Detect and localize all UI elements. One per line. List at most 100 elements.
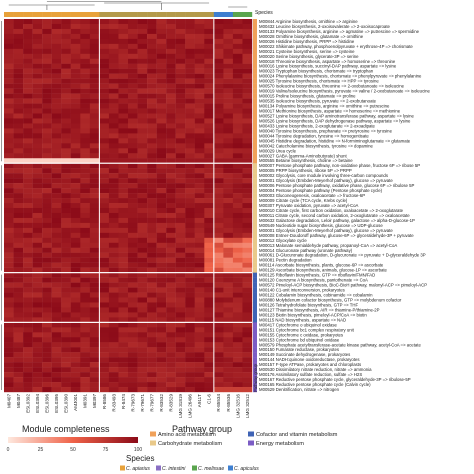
heatmap-cell [23,128,33,134]
heatmap-cell [61,83,71,89]
heatmap-cell [232,262,243,268]
heatmap-cell [137,352,148,358]
heatmap-cell [185,48,195,55]
heatmap-cell [213,227,224,234]
heatmap-cell [213,143,224,149]
heatmap-cell [147,267,157,273]
heatmap-cell [108,58,119,64]
heatmap-cell [32,73,43,79]
heatmap-cell [156,173,167,179]
heatmap-cell [4,98,14,104]
heatmap-cell [32,317,43,323]
heatmap-cell [147,352,157,358]
heatmap-cell [32,168,43,174]
heatmap-cell [108,292,119,298]
heatmap-cell [89,367,100,373]
heatmap-cell [70,212,81,219]
heatmap-cell [89,222,100,229]
heatmap-cell [70,38,81,45]
heatmap-cell [147,153,157,159]
heatmap-cell [185,38,195,45]
heatmap-cell [147,377,157,383]
heatmap-cell [42,118,52,124]
heatmap-cell [4,342,14,348]
heatmap-cell [204,178,215,184]
pathway-group-cell [253,227,257,234]
heatmap-cell [118,232,129,239]
row-label: M00017 Methionine biosynthesis, aspartat… [259,109,401,114]
heatmap-cell [32,163,43,169]
heatmap-cell [213,93,224,99]
heatmap-cell [61,68,71,74]
heatmap-cell [32,267,43,273]
heatmap-cell [118,58,129,64]
heatmap-cell [137,362,148,368]
heatmap-cell [232,272,243,278]
heatmap-cell [204,138,215,144]
heatmap-cell [23,357,33,363]
heatmap-cell [89,53,100,59]
heatmap-cell [185,113,195,119]
heatmap-cell [204,297,215,303]
heatmap-cell [204,307,215,313]
heatmap-cell [156,267,167,273]
heatmap-cell [204,58,215,64]
heatmap-cell [13,247,24,253]
heatmap-cell [185,23,195,30]
heatmap-cell [32,133,43,139]
heatmap-cell [194,257,205,263]
heatmap-cell [70,302,81,308]
heatmap-cell [242,352,253,358]
heatmap-cell [242,332,253,338]
heatmap-cell [23,23,33,30]
heatmap-cell [70,143,81,149]
heatmap-cell [185,207,195,214]
heatmap-cell [137,23,148,30]
heatmap-cell [4,277,14,283]
heatmap-cell [147,203,157,209]
heatmap-cell [223,357,234,363]
heatmap-cell [99,153,110,159]
heatmap-cell [166,93,176,99]
heatmap-cell [32,277,43,283]
heatmap-cell [4,217,14,224]
legend-heat-ticks: 0 25 50 75 100 [7,447,143,453]
heatmap-cell [70,222,81,229]
heatmap-cell [51,73,62,79]
heatmap-cell [61,382,71,388]
heatmap-cell [89,163,100,169]
heatmap-cell [213,322,224,328]
heatmap-cell [80,43,91,50]
heatmap-cell [99,282,110,288]
heatmap-cell [108,158,119,164]
heatmap-cell [156,332,167,338]
heatmap-cell [232,297,243,303]
heatmap-cell [175,103,186,109]
heatmap-cell [32,217,43,224]
heatmap-cell [175,242,186,248]
heatmap-cell [51,33,62,40]
legend-pg-swatch [248,431,254,437]
heatmap-cell [61,262,71,268]
heatmap-cell [32,247,43,253]
heatmap-cell [213,133,224,139]
heatmap-cell [128,88,138,94]
heatmap-cell [232,123,243,129]
heatmap-cell [204,63,215,69]
heatmap-cell [61,163,71,169]
heatmap-cell [32,108,43,114]
heatmap-cell [89,23,100,30]
heatmap-cell [51,113,62,119]
heatmap-cell [166,357,176,363]
heatmap-cell [80,387,91,393]
heatmap-cell [118,237,129,243]
heatmap-cell [185,183,195,189]
heatmap-cell [51,118,62,124]
heatmap-cell [99,183,110,189]
heatmap-cell [204,367,215,373]
heatmap-cell [204,247,215,253]
heatmap-cell [242,68,253,74]
heatmap-cell [32,352,43,358]
heatmap-cell [4,227,14,234]
heatmap-cell [42,327,52,333]
